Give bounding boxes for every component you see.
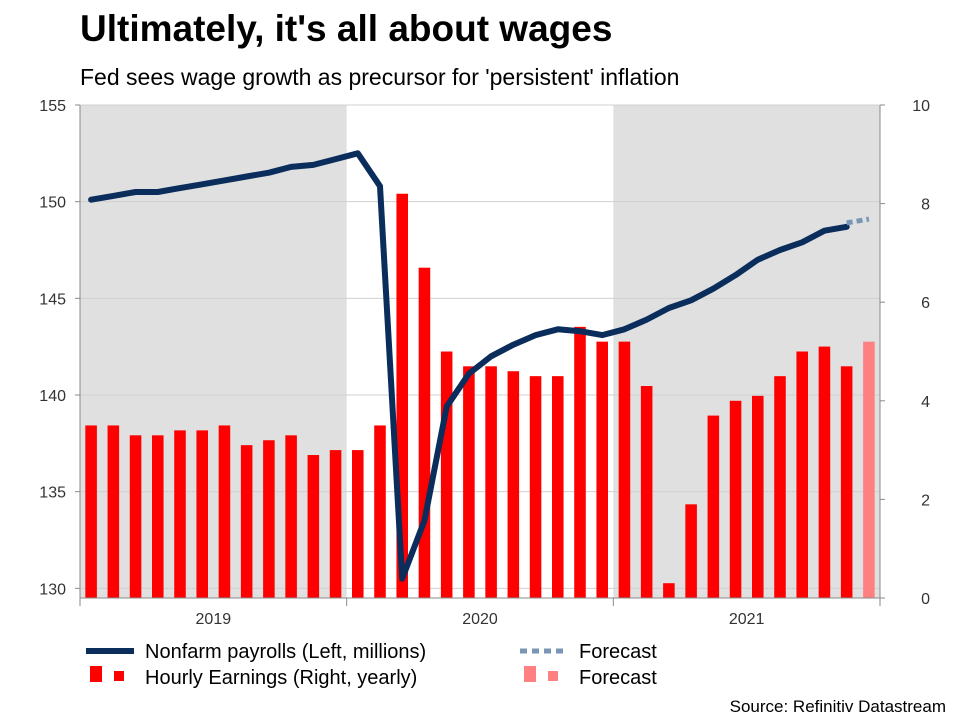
earnings-bar-2019-05 <box>174 430 186 598</box>
earnings-bar-2021-01 <box>618 341 631 598</box>
legend-swatch-bar-small <box>548 671 558 681</box>
earnings-bar-2021-07 <box>752 395 764 598</box>
left-tick-label-130: 130 <box>39 581 66 598</box>
earnings-bar-2020-03 <box>396 193 408 599</box>
earnings-bar-2020-07 <box>485 366 497 598</box>
legend-label: Hourly Earnings (Right, yearly) <box>145 667 417 689</box>
right-tick-label-2: 2 <box>921 492 930 509</box>
earnings-bar-2020-09 <box>529 376 542 598</box>
earnings-bar-2019-03 <box>129 435 142 598</box>
earnings-bar-2019-01 <box>85 425 97 598</box>
chart-subtitle: Fed sees wage growth as precursor for 'p… <box>80 64 680 90</box>
earnings-bar-2020-04 <box>418 267 431 598</box>
legend-item-2: Hourly Earnings (Right, yearly) <box>90 666 417 689</box>
earnings-bar-2021-08 <box>774 376 786 598</box>
x-tick-label-2020: 2020 <box>462 611 498 628</box>
earnings-bar-2019-10 <box>285 435 297 598</box>
earnings-bar-2020-05 <box>440 351 453 598</box>
forecast-line <box>846 216 870 226</box>
left-tick-label-155: 155 <box>39 98 66 115</box>
earnings-bar-2019-09 <box>263 440 275 598</box>
earnings-bar-2019-02 <box>107 425 120 598</box>
left-tick-label-135: 135 <box>39 485 66 502</box>
right-tick-label-6: 6 <box>921 295 930 312</box>
earnings-bar-2021-06 <box>729 400 742 598</box>
forecast-bar-2021-12 <box>863 341 875 598</box>
payrolls-line <box>88 150 850 582</box>
legend-swatch-bar-small <box>114 671 124 681</box>
chart-title: Ultimately, it's all about wages <box>80 8 613 49</box>
earnings-bar-2021-09 <box>796 351 808 598</box>
earnings-bar-2019-11 <box>307 455 320 598</box>
earnings-bar-2019-07 <box>218 425 231 598</box>
shaded-year-band-2019 <box>80 105 347 598</box>
legend-label: Nonfarm payrolls (Left, millions) <box>145 641 426 663</box>
left-tick-label-145: 145 <box>39 291 66 308</box>
x-tick-label-2021: 2021 <box>729 611 765 628</box>
legend-swatch-bar <box>524 666 536 682</box>
right-tick-label-4: 4 <box>921 394 930 411</box>
earnings-bar-2019-04 <box>152 435 164 598</box>
earnings-bar-2021-05 <box>707 415 720 598</box>
earnings-bar-2020-10 <box>552 376 564 598</box>
legend-item-1: Forecast <box>520 641 657 663</box>
right-tick-label-10: 10 <box>912 98 930 115</box>
earnings-bar-2021-10 <box>818 346 831 598</box>
legend-label: Forecast <box>579 667 657 689</box>
right-tick-label-0: 0 <box>921 591 930 608</box>
earnings-bar-2019-08 <box>240 445 253 598</box>
earnings-bar-2021-04 <box>685 504 697 598</box>
legend-swatch-bar <box>90 666 102 682</box>
earnings-bar-2021-03 <box>663 583 675 598</box>
legend-item-0: Nonfarm payrolls (Left, millions) <box>86 641 426 663</box>
earnings-bar-2019-12 <box>329 450 342 598</box>
earnings-bar-2021-02 <box>640 386 653 598</box>
x-tick-label-2019: 2019 <box>196 611 232 628</box>
left-tick-label-150: 150 <box>39 195 66 212</box>
earnings-bar-2021-11 <box>840 366 853 598</box>
right-tick-label-8: 8 <box>921 197 930 214</box>
legend-item-3: Forecast <box>524 666 657 689</box>
chart-canvas: 130 135 140 145 150 155 0 2 4 6 8 10 2019 2020 2021 Non… <box>39 98 930 689</box>
earnings-bar-2020-01 <box>352 450 364 598</box>
earnings-bar-2019-06 <box>196 430 208 598</box>
chart-legend: Nonfarm payrolls (Left, millions) Forecas… <box>86 641 657 689</box>
earnings-bar-2020-08 <box>507 371 520 598</box>
source-note: Source: Refinitiv Datastream <box>729 697 946 716</box>
earnings-bar-2020-02 <box>374 425 386 598</box>
left-tick-label-140: 140 <box>39 388 66 405</box>
earnings-bar-2020-12 <box>596 341 608 598</box>
shaded-year-band-2021 <box>613 105 880 598</box>
earnings-bar-2020-11 <box>574 326 586 598</box>
earnings-bar-2020-06 <box>463 366 475 598</box>
legend-label: Forecast <box>579 641 657 663</box>
